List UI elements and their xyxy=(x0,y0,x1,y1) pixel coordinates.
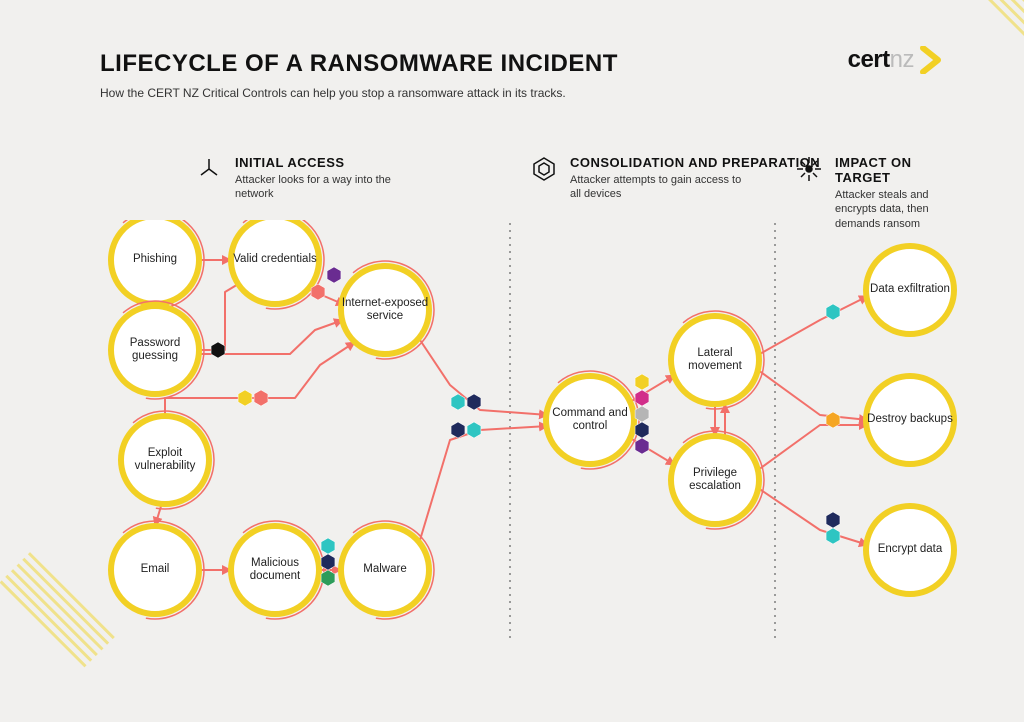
page-subtitle: How the CERT NZ Critical Controls can he… xyxy=(100,86,944,100)
edge-internet_exposed-to-command_control xyxy=(420,340,548,415)
phase-title: INITIAL ACCESS xyxy=(235,155,415,170)
phase-icon xyxy=(530,155,558,183)
lifecycle-diagram xyxy=(60,220,980,660)
node-email xyxy=(111,521,204,619)
control-hex-icon xyxy=(321,570,335,586)
edge-lateral-to-data_exfil xyxy=(758,296,868,355)
control-hex-icon xyxy=(467,394,481,410)
node-destroy_backups xyxy=(866,376,954,464)
edge-password_guessing-to-valid_credentials xyxy=(199,280,245,350)
node-priv_esc xyxy=(671,431,764,529)
control-hex-icon xyxy=(826,304,840,320)
phase-desc: Attacker looks for a way into the networ… xyxy=(235,173,415,202)
phase-title: CONSOLIDATION AND PREPARATION xyxy=(570,155,820,170)
control-hex-icon xyxy=(826,528,840,544)
control-hex-icon xyxy=(826,512,840,528)
control-hex-icon xyxy=(254,390,268,406)
phase-consolidation: CONSOLIDATION AND PREPARATION Attacker at… xyxy=(530,155,820,202)
brand-name: certnz xyxy=(848,46,914,74)
brand-logo: certnz xyxy=(848,46,944,74)
node-lateral xyxy=(671,311,764,409)
node-internet_exposed xyxy=(341,261,434,359)
control-hex-icon xyxy=(321,538,335,554)
page-header: LIFECYCLE OF A RANSOMWARE INCIDENT How t… xyxy=(100,50,944,100)
control-hex-icon xyxy=(321,554,335,570)
node-password_guessing xyxy=(111,301,204,399)
control-hex-icon xyxy=(238,390,252,406)
node-malware xyxy=(341,521,434,619)
control-hex-icon xyxy=(327,267,341,283)
control-hex-icon xyxy=(635,438,649,454)
node-exploit_vuln xyxy=(121,411,214,509)
node-encrypt_data xyxy=(866,506,954,594)
brand-chevron-icon xyxy=(920,46,944,74)
control-hex-icon xyxy=(467,422,481,438)
phase-icon xyxy=(195,155,223,183)
phase-initial: INITIAL ACCESS Attacker looks for a way i… xyxy=(195,155,415,202)
phase-title: IMPACT ON TARGET xyxy=(835,155,964,185)
phase-icon xyxy=(795,155,823,183)
page-title: LIFECYCLE OF A RANSOMWARE INCIDENT xyxy=(100,50,944,78)
node-command_control xyxy=(546,371,639,469)
edge-malware-to-command_control xyxy=(420,426,548,540)
node-valid_credentials xyxy=(231,220,324,309)
control-hex-icon xyxy=(635,374,649,390)
phase-desc: Attacker attempts to gain access to all … xyxy=(570,173,750,202)
node-data_exfil xyxy=(866,246,954,334)
node-phishing xyxy=(111,220,204,309)
node-malicious_doc xyxy=(231,521,324,619)
control-hex-icon xyxy=(211,342,225,358)
